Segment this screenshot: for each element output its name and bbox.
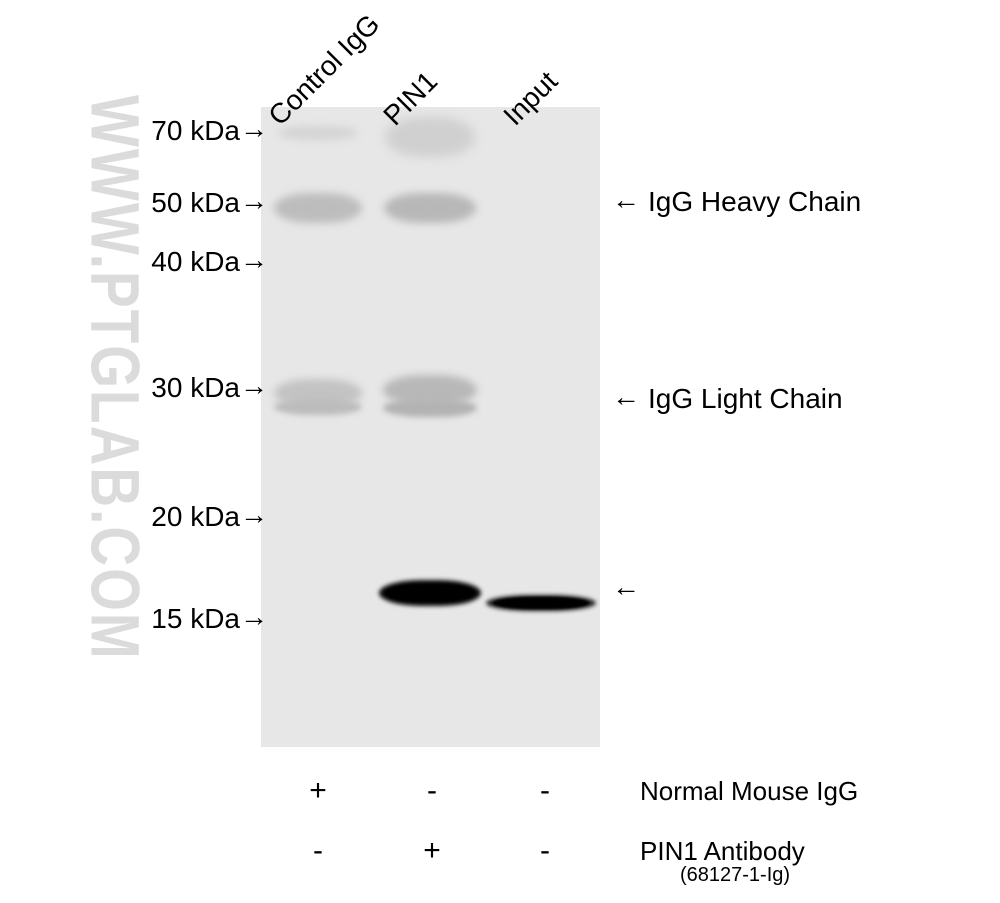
figure-canvas: WWW.PTGLAB.COM Control IgGPIN1Input 70 k… (0, 0, 1000, 903)
mw-marker-label: 15 kDa (120, 603, 240, 635)
band-annotation-label: IgG Heavy Chain (648, 186, 861, 218)
treatment-mark: - (412, 774, 452, 808)
treatment-mark: - (525, 834, 565, 868)
arrow-left-icon: ← (612, 383, 640, 411)
protein-band (278, 126, 358, 140)
protein-band (385, 584, 475, 602)
mw-marker-label: 40 kDa (120, 246, 240, 278)
arrow-right-icon: → (240, 187, 268, 215)
arrow-right-icon: → (240, 603, 268, 631)
mw-marker-label: 30 kDa (120, 372, 240, 404)
treatment-sublabel: (68127-1-Ig) (680, 864, 790, 887)
treatment-mark: - (525, 774, 565, 808)
treatment-mark: + (298, 774, 338, 808)
western-blot-membrane (261, 107, 600, 747)
mw-marker-label: 20 kDa (120, 501, 240, 533)
treatment-label: PIN1 Antibody (640, 836, 805, 867)
protein-band (274, 399, 362, 415)
band-annotation-label: IgG Light Chain (648, 383, 843, 415)
mw-marker-label: 50 kDa (120, 187, 240, 219)
protein-band (493, 597, 589, 609)
treatment-mark: + (412, 834, 452, 868)
protein-band (274, 193, 362, 223)
treatment-mark: - (298, 834, 338, 868)
arrow-left-icon: ← (612, 186, 640, 214)
arrow-right-icon: → (240, 115, 268, 143)
mw-marker-label: 70 kDa (120, 115, 240, 147)
treatment-label: Normal Mouse IgG (640, 776, 858, 807)
protein-band (384, 193, 476, 223)
protein-band (383, 399, 477, 417)
arrow-right-icon: → (240, 246, 268, 274)
arrow-right-icon: → (240, 372, 268, 400)
arrow-right-icon: → (240, 501, 268, 529)
arrow-left-icon: ← (612, 573, 640, 601)
